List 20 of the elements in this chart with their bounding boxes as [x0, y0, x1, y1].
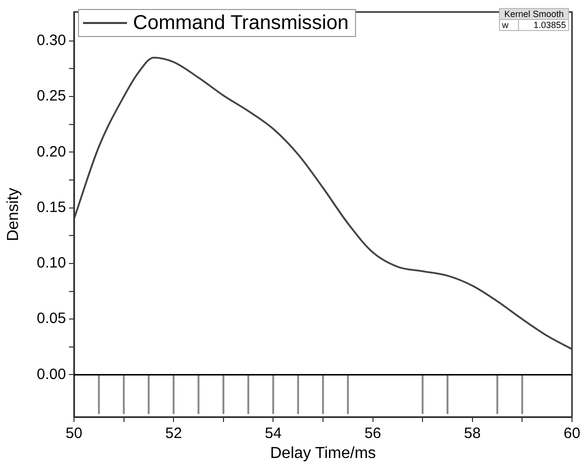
y-axis-title: Density	[5, 188, 22, 242]
annotation: w	[499, 20, 519, 30]
line-series	[74, 56, 572, 350]
y-tick-label: 0.00	[36, 366, 66, 383]
y-tick-label: 0.25	[36, 88, 66, 105]
x-axis-title: Delay Time/ms	[270, 444, 376, 462]
x-tick-label: 50	[66, 425, 82, 442]
x-tick-label: 58	[464, 425, 481, 442]
x-tick-label: 60	[564, 425, 580, 442]
y-tick-label: 0.30	[36, 32, 66, 50]
annotation: 1.03855	[518, 20, 568, 30]
x-tick-label: 52	[165, 425, 182, 442]
x-tick-label: 56	[364, 425, 382, 442]
y-tick-label: 0.10	[36, 254, 66, 272]
y-tick-label: 0.15	[36, 198, 66, 216]
y-tick-label: 0.20	[36, 143, 66, 160]
x-tick-label: 54	[264, 425, 282, 442]
y-tick-label: 0.05	[36, 310, 66, 328]
legend-label: Command Transmission	[133, 11, 349, 35]
annotation: Kernel Smooth	[499, 8, 568, 20]
